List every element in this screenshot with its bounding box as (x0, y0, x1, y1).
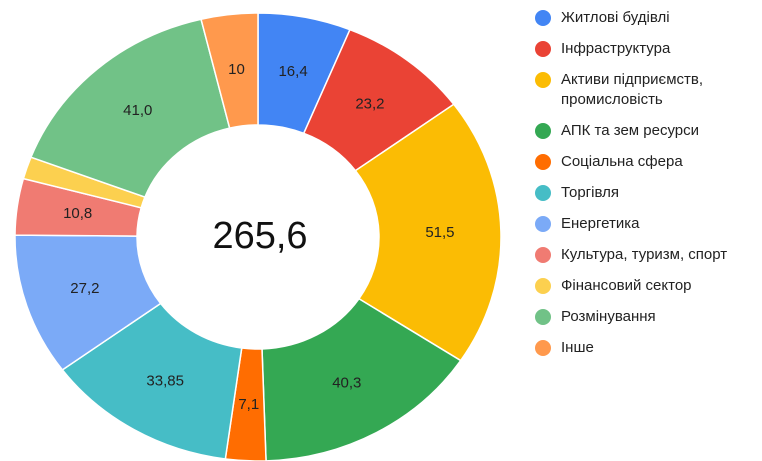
legend-item: Інше (535, 338, 745, 358)
legend-swatch (535, 41, 551, 57)
slice (200, 12, 259, 130)
legend-item: Культура, туризм, спорт (535, 245, 745, 265)
legend-item: Соціальна сфера (535, 152, 745, 172)
legend-item: Фінансовий сектор (535, 276, 745, 296)
legend-item: АПК та зем ресурси (535, 121, 745, 141)
value-label: 40,3 (332, 375, 361, 392)
legend-label: Активи підприємств, промисловість (561, 71, 704, 108)
legend-swatch (535, 309, 551, 325)
slice (354, 103, 502, 362)
center-label: 265,6 (212, 215, 307, 257)
legend-swatch (535, 185, 551, 201)
legend-swatch (535, 216, 551, 232)
legend-swatch (535, 123, 551, 139)
legend-label: Житлові будівлі (561, 9, 670, 26)
legend-label: Енергетика (561, 215, 640, 232)
slice (29, 18, 231, 199)
legend-swatch (535, 278, 551, 294)
legend-swatch (535, 340, 551, 356)
value-label: 16,4 (278, 63, 307, 80)
legend-item: Активи підприємств, промисловість (535, 70, 745, 110)
legend-label: Соціальна сфера (561, 153, 683, 170)
legend-label: Розмінування (561, 308, 656, 325)
legend-label: Інфраструктура (561, 40, 671, 57)
value-label: 33,85 (146, 372, 184, 389)
legend-swatch (535, 154, 551, 170)
legend-swatch (535, 72, 551, 88)
legend-item: Житлові будівлі (535, 8, 745, 28)
legend-label: Культура, туризм, спорт (561, 246, 728, 263)
legend-item: Інфраструктура (535, 39, 745, 59)
legend-item: Розмінування (535, 307, 745, 327)
value-label: 7,1 (238, 396, 259, 413)
legend-label: Фінансовий сектор (561, 277, 692, 294)
value-label: 23,2 (355, 95, 384, 112)
value-label: 27,2 (70, 280, 99, 297)
legend-swatch (535, 10, 551, 26)
value-label: 41,0 (123, 102, 152, 119)
legend-item: Торгівля (535, 183, 745, 203)
value-label: 10 (228, 61, 245, 78)
value-label: 10,8 (63, 205, 92, 222)
legend-label: Інше (561, 339, 594, 356)
legend: Житлові будівлі Інфраструктура Активи підп… (535, 8, 745, 369)
legend-swatch (535, 247, 551, 263)
value-label: 51,5 (425, 224, 454, 241)
legend-item: Енергетика (535, 214, 745, 234)
legend-label: Торгівля (561, 184, 619, 201)
legend-label: АПК та зем ресурси (561, 122, 700, 139)
